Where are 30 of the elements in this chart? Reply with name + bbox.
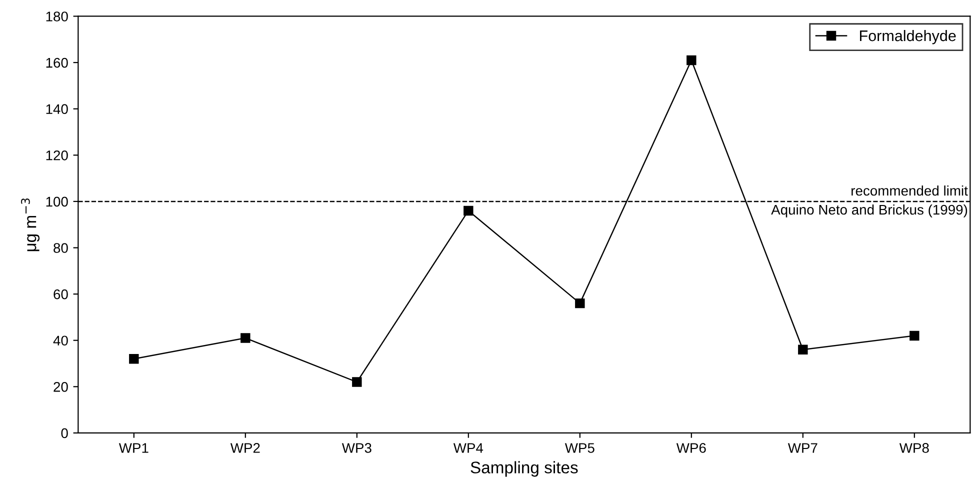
x-tick-label: WP5: [564, 443, 594, 453]
point: [686, 55, 696, 66]
point: [464, 206, 474, 216]
y-tick-label: 20: [54, 382, 68, 392]
y-axis-title: μg m$^{−3}$: [21, 198, 40, 252]
y-tick-label: 180: [46, 12, 68, 22]
point: [352, 377, 362, 387]
x-tick-label: WP6: [676, 443, 706, 453]
y-tick-label: 0: [61, 428, 68, 438]
y-tick-label: 120: [46, 150, 68, 160]
point: [129, 354, 139, 364]
point: [798, 344, 808, 354]
x-tick-label: WP1: [118, 443, 148, 453]
y-tick-label: 60: [54, 289, 68, 300]
x-tick-label: WP4: [453, 443, 484, 453]
point: [575, 298, 585, 308]
point: [910, 330, 920, 341]
legend-label: Formaldehyde: [860, 30, 956, 44]
x-axis-title: Sampling sites: [470, 461, 578, 477]
ref-line-label: recommended limit Aquino Neto and Brickus (1999): [771, 185, 968, 218]
y-tick-label: 80: [54, 243, 68, 253]
y-tick-label: 100: [46, 196, 68, 207]
x-tick-label: WP3: [342, 443, 372, 453]
y-tick-label: 160: [46, 58, 68, 68]
point: [240, 333, 250, 343]
x-tick-label: WP7: [788, 443, 818, 453]
y-tick-label: 140: [46, 104, 68, 114]
x-tick-label: WP8: [899, 443, 929, 453]
y-tick-label: 40: [53, 336, 68, 346]
x-tick-label: WP2: [230, 443, 260, 453]
